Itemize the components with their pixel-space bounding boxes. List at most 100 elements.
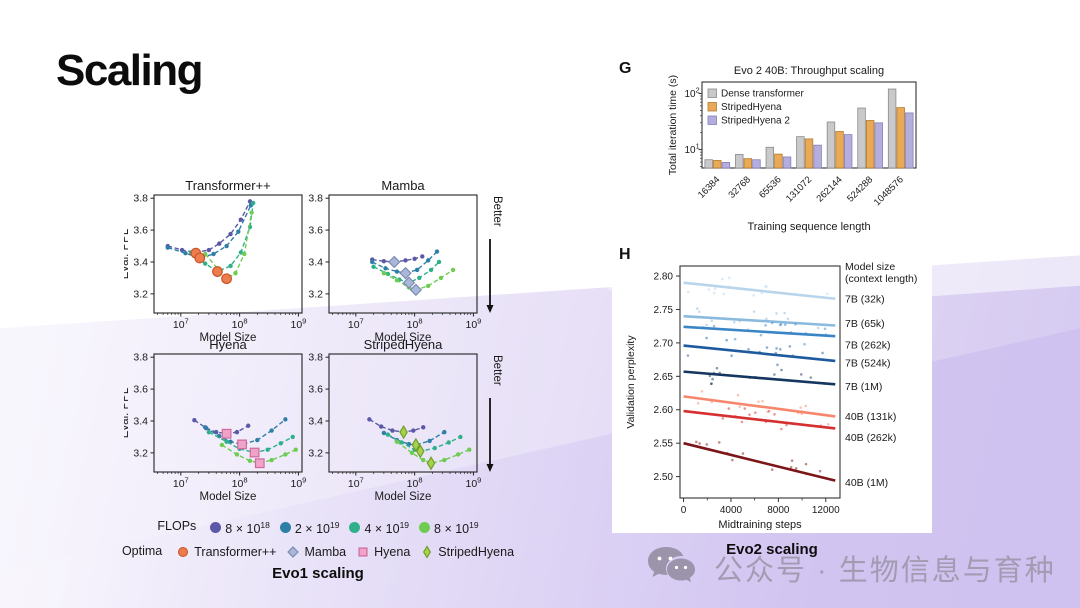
flops-color-dot — [210, 521, 222, 533]
svg-text:3.6: 3.6 — [308, 225, 323, 237]
svg-text:Model Size: Model Size — [375, 491, 432, 503]
svg-text:40B (262k): 40B (262k) — [845, 432, 896, 444]
optima-legend-item: StripedHyena — [420, 541, 514, 563]
optima-legend-item: Transformer++ — [176, 541, 276, 563]
optima-legend-text: StripedHyena — [438, 544, 515, 559]
svg-text:Model Size: Model Size — [375, 332, 432, 344]
svg-text:Mamba: Mamba — [381, 178, 425, 193]
svg-text:108: 108 — [407, 316, 423, 331]
svg-text:108: 108 — [232, 316, 248, 331]
svg-text:0: 0 — [681, 505, 687, 516]
flops-legend-row: FLOPs 8 × 1018 2 × 1019 4 × 1019 8 × 1019 — [108, 514, 528, 540]
svg-text:7B (32k): 7B (32k) — [845, 293, 885, 305]
svg-text:3.6: 3.6 — [133, 225, 148, 237]
evo1-panel-stripedhyena: StripedHyena 3.2 3.4 3.6 3.8 107 108 109 Model S… — [308, 337, 503, 503]
thin-diamond-marker-icon — [423, 545, 432, 559]
svg-text:101: 101 — [684, 142, 699, 157]
svg-text:107: 107 — [173, 316, 189, 331]
svg-text:262144: 262144 — [814, 174, 844, 204]
circle-marker-icon — [178, 546, 189, 557]
svg-text:108: 108 — [407, 475, 423, 490]
evo1-caption: Evo1 scaling — [272, 565, 364, 582]
throughput-chart-svg: Evo 2 40B: Throughput scaling 101 102 Total… — [667, 65, 917, 233]
svg-text:8000: 8000 — [767, 505, 790, 516]
svg-text:7B (524k): 7B (524k) — [845, 357, 891, 369]
svg-text:102: 102 — [684, 85, 699, 100]
svg-text:3.4: 3.4 — [308, 415, 323, 427]
flops-legend-text: 2 × 1019 — [294, 520, 340, 537]
flops-color-dot — [279, 521, 291, 533]
svg-text:(context length): (context length) — [845, 273, 917, 285]
evo1-chart-svg: Transformer++ 3.2 3.4 3.6 3.8 107 108 109 Model … — [124, 178, 503, 503]
optima-legend-text: Mamba — [304, 544, 347, 559]
svg-text:3.2: 3.2 — [308, 447, 323, 459]
svg-text:109: 109 — [290, 316, 306, 331]
evo1-panel-mamba: Mamba 3.2 3.4 3.6 3.8 107 108 109 Model Size Bett… — [308, 178, 503, 344]
svg-text:3.6: 3.6 — [308, 384, 323, 396]
svg-text:Model Size: Model Size — [200, 491, 257, 503]
page-title: Scaling — [56, 46, 204, 95]
svg-text:40B (1M): 40B (1M) — [845, 477, 888, 489]
flops-legend-label: FLOPs — [157, 519, 197, 534]
flops-legend-item: 2 × 1019 — [279, 514, 340, 540]
svg-text:107: 107 — [173, 475, 189, 490]
svg-text:109: 109 — [290, 475, 306, 490]
svg-text:4000: 4000 — [720, 505, 743, 516]
optima-legend-text: Hyena — [374, 544, 411, 559]
svg-text:3.4: 3.4 — [133, 256, 148, 268]
diamond-marker-icon — [287, 546, 300, 558]
svg-text:3.8: 3.8 — [308, 352, 323, 364]
svg-text:Better: Better — [491, 355, 503, 386]
svg-text:3.2: 3.2 — [133, 288, 148, 300]
svg-text:Validation perplexity: Validation perplexity — [625, 335, 637, 429]
svg-text:40B (131k): 40B (131k) — [845, 411, 896, 423]
svg-text:1048576: 1048576 — [872, 174, 906, 208]
svg-text:16384: 16384 — [696, 174, 722, 200]
svg-text:StripedHyena: StripedHyena — [721, 102, 782, 113]
svg-text:107: 107 — [348, 316, 364, 331]
svg-text:2.75: 2.75 — [654, 305, 674, 316]
svg-text:12000: 12000 — [812, 505, 840, 516]
svg-text:7B (1M): 7B (1M) — [845, 381, 882, 393]
svg-text:131072: 131072 — [784, 174, 814, 204]
svg-text:Better: Better — [491, 196, 503, 227]
svg-text:3.8: 3.8 — [133, 193, 148, 205]
optima-legend-text: Transformer++ — [194, 544, 277, 559]
square-marker-icon — [358, 547, 368, 557]
flops-legend-item: 8 × 1019 — [419, 514, 479, 540]
optima-legend-row: Optima Transformer++ Mamba Hyena StripedHyen… — [108, 540, 528, 563]
svg-text:109: 109 — [465, 475, 481, 490]
svg-text:Dense transformer: Dense transformer — [721, 89, 804, 100]
svg-text:StripedHyena: StripedHyena — [364, 337, 444, 352]
svg-text:Training sequence length: Training sequence length — [747, 221, 870, 233]
svg-text:7B (262k): 7B (262k) — [845, 340, 891, 352]
evo1-panel-transformerpp: Transformer++ 3.2 3.4 3.6 3.8 107 108 109 Model … — [124, 178, 306, 344]
optima-legend-item: Hyena — [356, 541, 410, 563]
svg-text:109: 109 — [465, 316, 481, 331]
evo2-figure-panel: G Evo 2 40B: Throughput scaling 101 102 Tot… — [612, 54, 932, 533]
svg-text:3.4: 3.4 — [308, 256, 323, 268]
panel-label-h: H — [619, 246, 631, 263]
optima-legend-label: Optima — [121, 544, 163, 559]
svg-text:2.65: 2.65 — [654, 372, 674, 383]
flops-legend-text: 8 × 1019 — [434, 520, 479, 537]
svg-text:3.6: 3.6 — [133, 384, 148, 396]
svg-text:Total iteration time (s): Total iteration time (s) — [667, 75, 679, 175]
svg-text:Hyena: Hyena — [209, 337, 247, 352]
flops-color-dot — [419, 521, 431, 533]
evo2-caption: Evo2 scaling — [726, 541, 818, 558]
svg-text:Eval. PPL: Eval. PPL — [124, 387, 131, 438]
svg-text:Eval. PPL: Eval. PPL — [124, 228, 131, 279]
svg-text:2.55: 2.55 — [654, 439, 674, 450]
svg-text:Midtraining steps: Midtraining steps — [718, 519, 802, 530]
svg-text:StripedHyena 2: StripedHyena 2 — [721, 116, 790, 127]
svg-text:3.8: 3.8 — [308, 193, 323, 205]
flops-legend-item: 4 × 1019 — [349, 514, 409, 540]
svg-text:Model Size: Model Size — [200, 332, 257, 344]
svg-text:524288: 524288 — [845, 174, 875, 204]
svg-text:65536: 65536 — [757, 174, 783, 200]
svg-text:2.50: 2.50 — [654, 472, 674, 483]
midtraining-chart-svg: 2.50 2.55 2.60 2.65 2.70 2.75 2.80 0 4000 8000 120… — [625, 261, 917, 530]
svg-text:2.80: 2.80 — [654, 272, 674, 283]
